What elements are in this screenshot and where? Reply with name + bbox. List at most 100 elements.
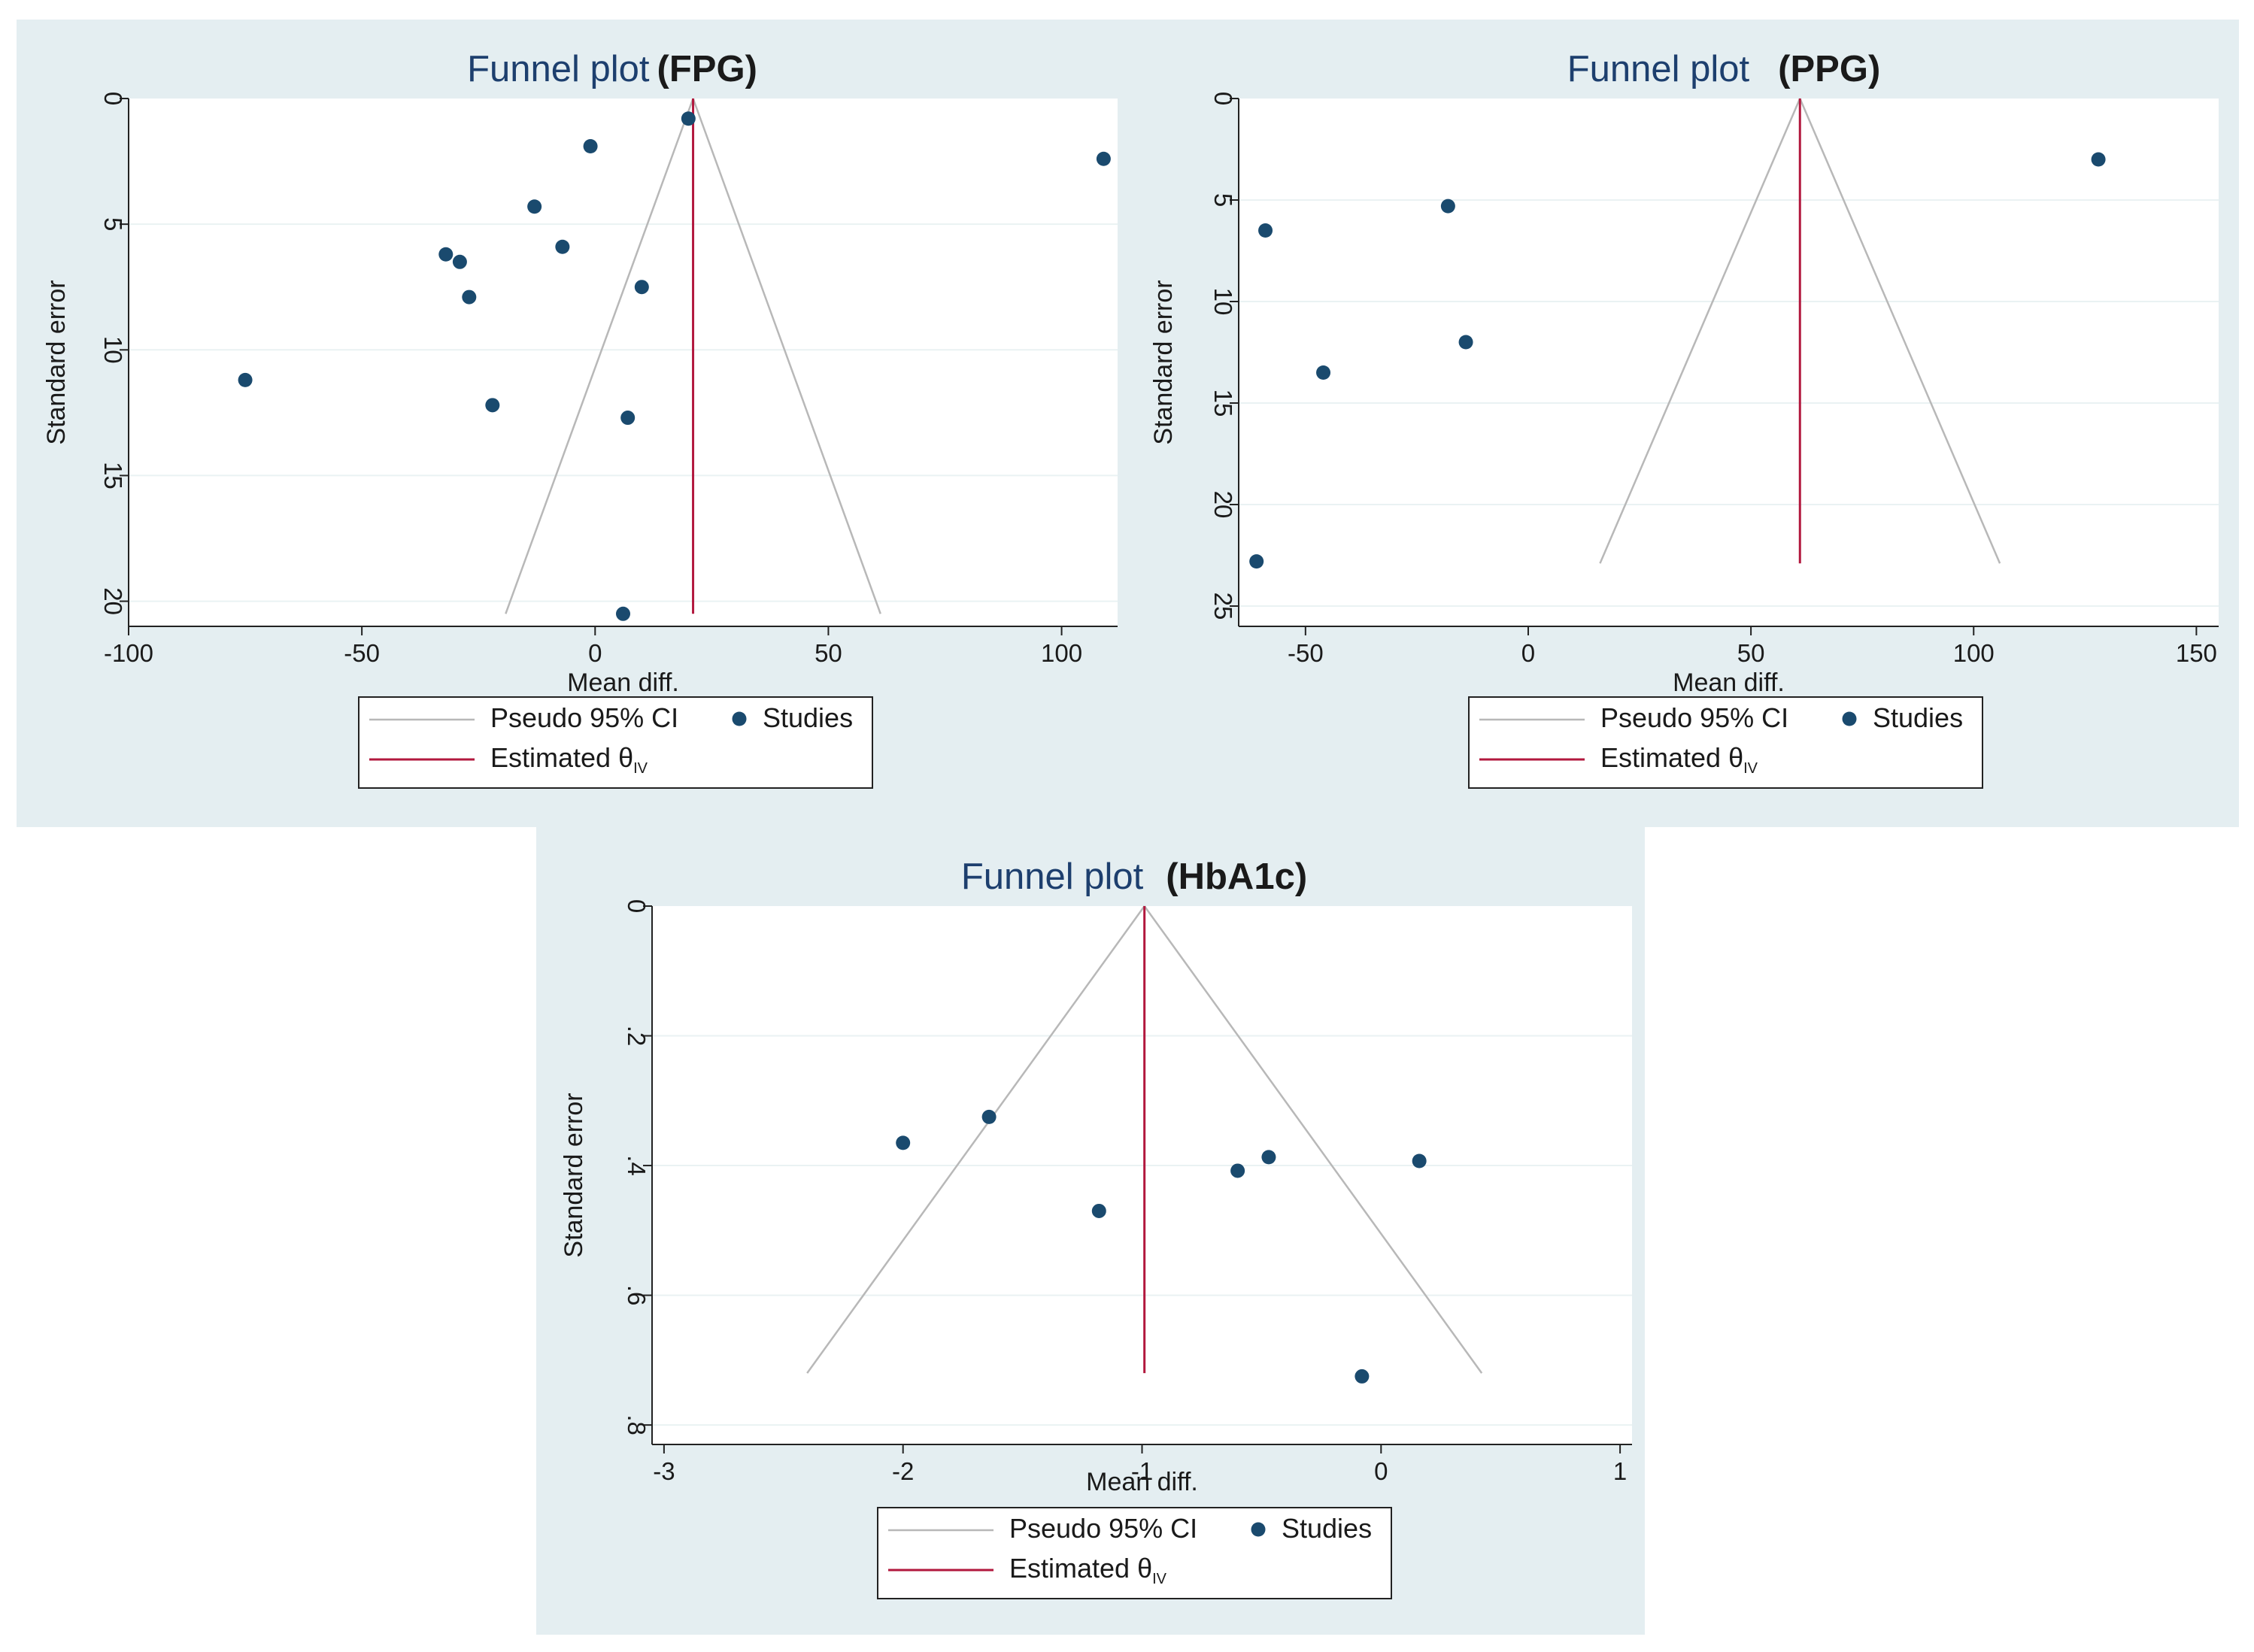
y-tick-label: 15 [99,462,127,490]
legend-ci-label: Pseudo 95% CI [1600,702,1788,733]
ci-line-right [1799,98,2001,564]
y-tick-label: .4 [623,1155,651,1176]
study-point [583,139,598,154]
x-tick-label: -3 [653,1457,675,1485]
x-axis-title: Mean diff. [567,668,679,697]
chart-title-suffix: (PPG) [1778,49,1880,89]
study-point [238,372,253,387]
plot-area [1239,99,2219,626]
chart-title: Funnel plot (FPG) [467,49,757,89]
y-tick-label: 20 [1209,491,1237,519]
funnel-plot-hba1c: Funnel plot (HbA1c) -3 -2 -1 0 1 0 .2 .4 .6 .8 Mean … [560,856,1632,1599]
study-point [1458,335,1473,350]
study-point [452,254,467,269]
chart-title: Funnel plot (PPG) [1567,49,1881,89]
legend: Pseudo 95% CI Studies Estimated θIV [1468,696,1983,789]
study-point [1355,1369,1370,1384]
legend: Pseudo 95% CI Studies Estimated θIV [877,1507,1392,1599]
x-tick-label: -50 [1288,639,1324,667]
y-tick-label: 10 [99,336,127,364]
legend-box [1468,696,1983,789]
study-point [462,289,477,305]
y-tick-label: 5 [1209,193,1237,207]
x-tick-label: -100 [104,639,153,667]
y-tick-label: .2 [623,1026,651,1047]
study-point [896,1135,911,1150]
ci-line-left [505,98,694,614]
study-point [527,199,542,214]
x-tick-label: 50 [815,639,842,667]
study-point [1091,1203,1106,1218]
x-axis-title: Mean diff. [1086,1468,1198,1496]
plot-area [652,906,1632,1444]
funnel-plot-ppg: Funnel plot (PPG) -50 0 50 100 150 0 5 10 15 20 25 Me… [1149,49,2219,789]
legend-estimate-subscript: IV [633,760,648,777]
study-point [981,1109,997,1124]
legend-studies-label: Studies [1873,702,1963,733]
x-tick-label: 0 [1374,1457,1388,1485]
y-tick-label: 0 [99,92,127,105]
chart-title-suffix: (HbA1c) [1166,856,1307,897]
study-point [1096,151,1111,166]
study-point [1249,554,1264,569]
plot-area [129,99,1118,626]
x-tick-label: 0 [588,639,602,667]
y-tick-label: .6 [623,1285,651,1306]
study-point [438,247,454,262]
y-axis-title: Standard error [1149,280,1178,444]
y-tick-label: 0 [1209,92,1237,105]
x-tick-label: -50 [344,639,380,667]
legend-studies-label: Studies [763,702,853,733]
study-point [1316,365,1331,380]
x-tick-label: -1 [1131,1457,1153,1485]
y-tick-label: 15 [1209,390,1237,417]
legend-ci-label: Pseudo 95% CI [490,702,678,733]
study-point [616,606,630,621]
study-point [620,411,636,426]
y-tick-label: 5 [99,217,127,231]
legend-estimate-text: Estimated θ [1600,742,1743,773]
x-tick-label: 100 [1041,639,1082,667]
legend-studies-marker [1842,711,1857,726]
legend-studies-label: Studies [1282,1513,1372,1544]
study-point [1412,1153,1427,1169]
chart-title-suffix: (FPG) [657,49,757,89]
legend-studies-marker [1251,1522,1266,1537]
ci-line-left [1599,98,1801,564]
y-tick-label: 10 [1209,288,1237,316]
legend-estimate-text: Estimated θ [490,742,633,773]
legend-ci-label: Pseudo 95% CI [1009,1513,1197,1544]
y-tick-label: 25 [1209,593,1237,620]
y-tick-label: .8 [623,1414,651,1435]
study-point [634,280,649,295]
study-point [681,111,696,126]
study-point [1440,199,1455,214]
ci-line-left [806,905,1145,1374]
legend-estimate-subscript: IV [1743,760,1758,777]
legend-estimate-label: Estimated θIV [1009,1553,1167,1587]
legend: Pseudo 95% CI Studies Estimated θIV [358,696,873,789]
legend-studies-marker [732,711,747,726]
y-tick-label: 20 [99,587,127,615]
legend-estimate-label: Estimated θIV [490,742,648,777]
x-tick-label: 50 [1737,639,1765,667]
y-tick-label: 0 [623,899,651,913]
legend-box [877,1507,1392,1599]
y-axis-title: Standard error [560,1093,588,1257]
study-point [2091,152,2106,167]
y-axis-title: Standard error [42,280,71,444]
chart-title: Funnel plot (HbA1c) [961,856,1307,897]
legend-estimate-subscript: IV [1152,1571,1167,1587]
study-point [485,398,500,413]
chart-title-main: Funnel plot [1567,49,1750,89]
study-point [555,239,570,254]
x-tick-label: 0 [1521,639,1535,667]
study-point [1261,1150,1276,1165]
x-tick-label: -2 [892,1457,914,1485]
ci-line-right [1143,905,1483,1374]
legend-estimate-label: Estimated θIV [1600,742,1758,777]
study-point [1230,1163,1245,1178]
chart-title-main: Funnel plot [467,49,650,89]
study-point [1258,223,1273,238]
x-axis-title: Mean diff. [1673,668,1785,697]
